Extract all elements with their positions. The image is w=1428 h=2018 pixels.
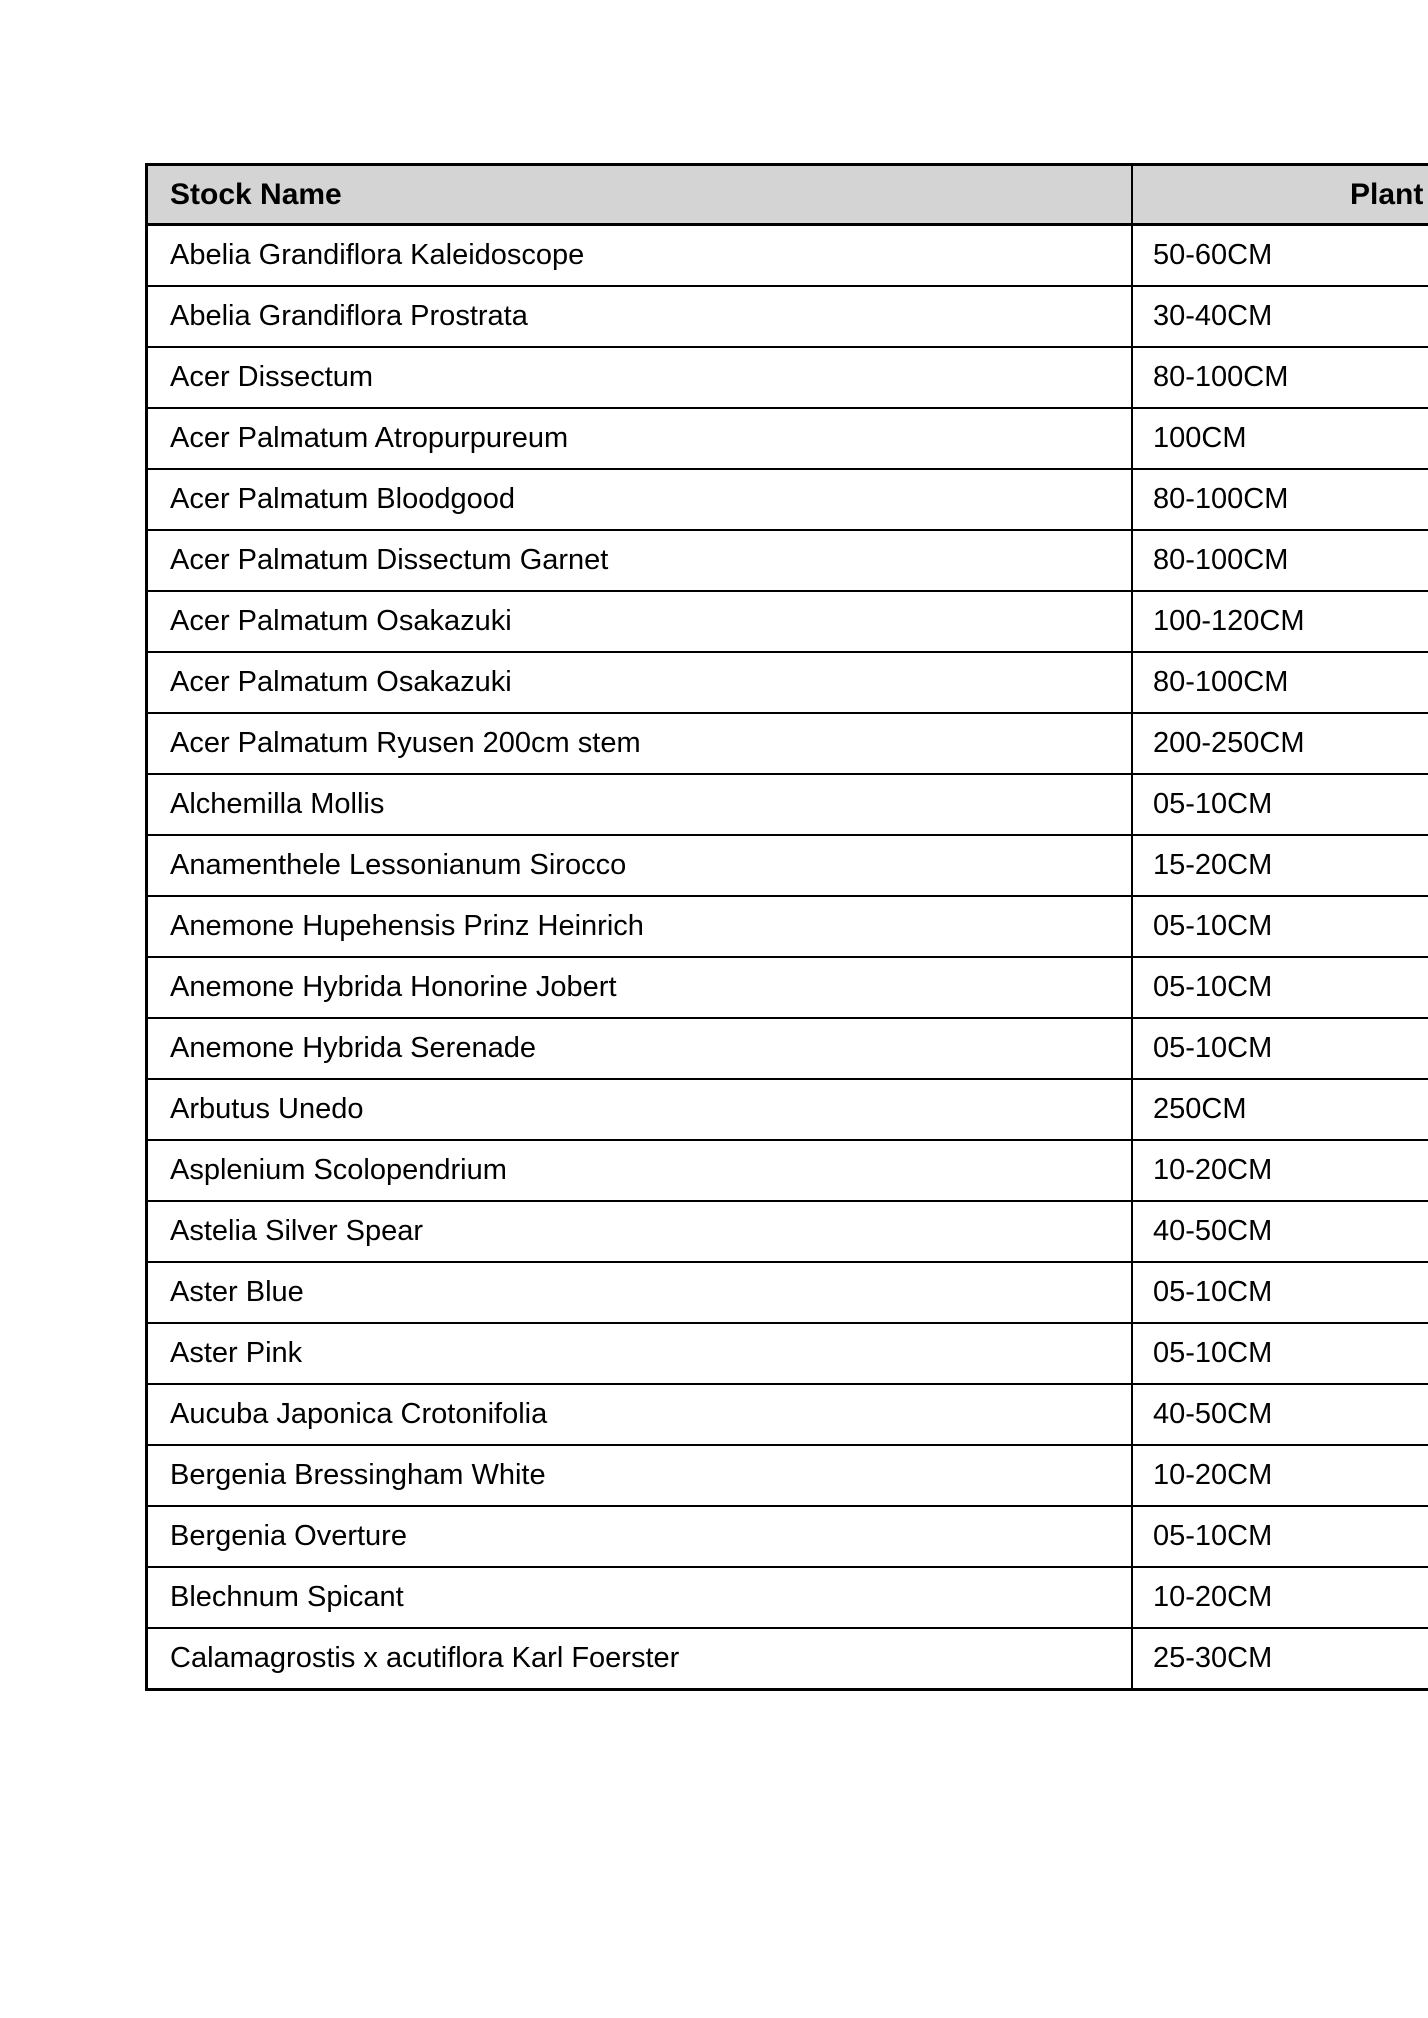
stock-name-cell: Anemone Hybrida Honorine Jobert — [148, 958, 1133, 1017]
plant-size-cell: 10-20CM — [1153, 1154, 1273, 1186]
stock-name-cell: Calamagrostis x acutiflora Karl Foerster — [148, 1629, 1133, 1688]
plant-size-cell: 100CM — [1153, 422, 1247, 454]
plant-size-cell: 80-100CM — [1153, 544, 1289, 576]
stock-name-cell: Abelia Grandiflora Kaleidoscope — [148, 226, 1133, 285]
plant-size-cell: 05-10CM — [1153, 1032, 1273, 1064]
plant-size-cell: 05-10CM — [1153, 971, 1273, 1003]
table-row: Bergenia Overture 05-10CM — [148, 1507, 1428, 1568]
table-header-row: Stock Name Plant — [148, 166, 1428, 226]
stock-name-cell: Bergenia Overture — [148, 1507, 1133, 1566]
plant-size-cell: 25-30CM — [1153, 1642, 1273, 1674]
plant-size-cell: 05-10CM — [1153, 1276, 1273, 1308]
plant-size-cell: 100-120CM — [1153, 605, 1305, 637]
table-row: Calamagrostis x acutiflora Karl Foerster… — [148, 1629, 1428, 1688]
stock-name-cell: Aucuba Japonica Crotonifolia — [148, 1385, 1133, 1444]
stock-name-cell: Acer Palmatum Osakazuki — [148, 653, 1133, 712]
plant-size-cell: 10-20CM — [1153, 1459, 1273, 1491]
plant-size-cell: 05-10CM — [1153, 1520, 1273, 1552]
table-row: Asplenium Scolopendrium 10-20CM — [148, 1141, 1428, 1202]
stock-name-cell: Astelia Silver Spear — [148, 1202, 1133, 1261]
table-row: Acer Palmatum Dissectum Garnet 80-100CM — [148, 531, 1428, 592]
plant-size-cell: 15-20CM — [1153, 849, 1273, 881]
stock-name-cell: Asplenium Scolopendrium — [148, 1141, 1133, 1200]
header-stock-name: Stock Name — [148, 166, 1133, 223]
plant-size-cell: 30-40CM — [1153, 300, 1273, 332]
stock-name-cell: Abelia Grandiflora Prostrata — [148, 287, 1133, 346]
stock-name-cell: Acer Palmatum Ryusen 200cm stem — [148, 714, 1133, 773]
table-row: Acer Palmatum Osakazuki 80-100CM — [148, 653, 1428, 714]
plant-size-cell: 05-10CM — [1153, 788, 1273, 820]
table-row: Bergenia Bressingham White 10-20CM — [148, 1446, 1428, 1507]
plant-size-cell: 40-50CM — [1153, 1215, 1273, 1247]
stock-name-cell: Aster Pink — [148, 1324, 1133, 1383]
table-row: Alchemilla Mollis 05-10CM — [148, 775, 1428, 836]
stock-table: Stock Name Plant Abelia Grandiflora Kale… — [145, 163, 1428, 1691]
table-row: Arbutus Unedo 250CM — [148, 1080, 1428, 1141]
table-body: Abelia Grandiflora Kaleidoscope 50-60CM … — [148, 226, 1428, 1688]
table-row: Abelia Grandiflora Prostrata 30-40CM — [148, 287, 1428, 348]
plant-size-cell: 80-100CM — [1153, 483, 1289, 515]
table-row: Abelia Grandiflora Kaleidoscope 50-60CM — [148, 226, 1428, 287]
table-row: Acer Dissectum 80-100CM — [148, 348, 1428, 409]
table-row: Anamenthele Lessonianum Sirocco 15-20CM — [148, 836, 1428, 897]
stock-name-cell: Bergenia Bressingham White — [148, 1446, 1133, 1505]
stock-name-cell: Anamenthele Lessonianum Sirocco — [148, 836, 1133, 895]
table-row: Acer Palmatum Ryusen 200cm stem 200-250C… — [148, 714, 1428, 775]
table-row: Acer Palmatum Atropurpureum 100CM — [148, 409, 1428, 470]
table-row: Anemone Hupehensis Prinz Heinrich 05-10C… — [148, 897, 1428, 958]
plant-size-cell: 80-100CM — [1153, 361, 1289, 393]
stock-name-cell: Blechnum Spicant — [148, 1568, 1133, 1627]
stock-name-cell: Acer Palmatum Bloodgood — [148, 470, 1133, 529]
header-plant-size: Plant — [1350, 178, 1424, 211]
table-row: Anemone Hybrida Serenade 05-10CM — [148, 1019, 1428, 1080]
stock-name-cell: Acer Dissectum — [148, 348, 1133, 407]
plant-size-cell: 200-250CM — [1153, 727, 1305, 759]
stock-name-cell: Alchemilla Mollis — [148, 775, 1133, 834]
plant-size-cell: 05-10CM — [1153, 1337, 1273, 1369]
stock-name-cell: Anemone Hybrida Serenade — [148, 1019, 1133, 1078]
plant-size-cell: 250CM — [1153, 1093, 1247, 1125]
table-row: Aster Blue 05-10CM — [148, 1263, 1428, 1324]
plant-size-cell: 50-60CM — [1153, 239, 1273, 271]
stock-name-cell: Acer Palmatum Dissectum Garnet — [148, 531, 1133, 590]
plant-size-cell: 05-10CM — [1153, 910, 1273, 942]
table-row: Acer Palmatum Bloodgood 80-100CM — [148, 470, 1428, 531]
table-row: Anemone Hybrida Honorine Jobert 05-10CM — [148, 958, 1428, 1019]
stock-name-cell: Aster Blue — [148, 1263, 1133, 1322]
plant-size-cell: 40-50CM — [1153, 1398, 1273, 1430]
stock-name-cell: Acer Palmatum Atropurpureum — [148, 409, 1133, 468]
table-row: Aucuba Japonica Crotonifolia 40-50CM — [148, 1385, 1428, 1446]
plant-size-cell: 80-100CM — [1153, 666, 1289, 698]
table-row: Blechnum Spicant 10-20CM — [148, 1568, 1428, 1629]
plant-size-cell: 10-20CM — [1153, 1581, 1273, 1613]
stock-name-cell: Arbutus Unedo — [148, 1080, 1133, 1139]
table-row: Astelia Silver Spear 40-50CM — [148, 1202, 1428, 1263]
table-row: Aster Pink 05-10CM — [148, 1324, 1428, 1385]
table-row: Acer Palmatum Osakazuki 100-120CM — [148, 592, 1428, 653]
stock-name-cell: Acer Palmatum Osakazuki — [148, 592, 1133, 651]
stock-name-cell: Anemone Hupehensis Prinz Heinrich — [148, 897, 1133, 956]
